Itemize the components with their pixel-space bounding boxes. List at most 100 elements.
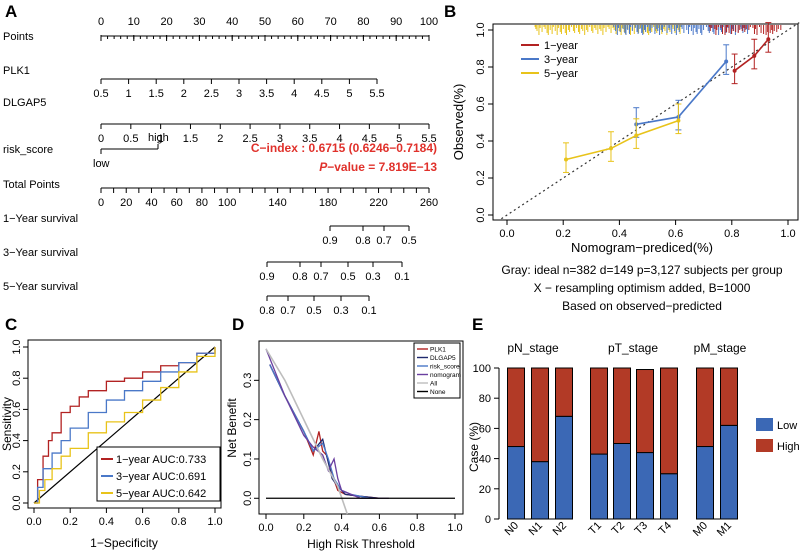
roc-ylabel: Sensitivity	[0, 397, 14, 451]
dca-x-tick-label: 0.0	[258, 522, 273, 534]
nomogram-row-label: 1−Year survival	[3, 213, 78, 225]
calibration-x-tick-label: 0.4	[612, 228, 627, 240]
points-tick-label: 50	[259, 16, 271, 28]
roc-y-tick-label: 0.0	[11, 495, 23, 510]
calibration-y-tick-label: 0.0	[475, 207, 487, 222]
calibration-content: 0.0 0.2 0.4 0.6 0.8 1.0 0.0 0.2 0.4 0.6 0.8 1.0 1−ye…	[475, 22, 800, 240]
nomogram-tick-label: 0.7	[280, 305, 295, 317]
total-points-tick-label: 20	[120, 197, 132, 209]
calibration-y-tick-label: 0.8	[475, 59, 487, 74]
roc-y-tick-label: 0.6	[11, 402, 23, 417]
nomogram-tick-label: 0.3	[333, 305, 348, 317]
bar-category-label: T3	[633, 520, 651, 538]
bar-ylabel: Case (%)	[467, 422, 481, 472]
stage-bar-content: 0 20 40 60 80 100 N0 N1 N2 T1 T2 T3 T4 M0 M1 pN_stage pT…	[473, 341, 800, 539]
roc-x-tick-label: 1.0	[207, 516, 222, 528]
calibration-x-tick-label: 0.8	[724, 228, 739, 240]
dca-legend-label: PLK1	[430, 347, 446, 354]
bar-group-label: pM_stage	[694, 341, 747, 355]
panel-label-e: E	[472, 315, 483, 334]
bar-high-segment	[660, 367, 678, 475]
calibration-point	[634, 133, 639, 138]
nomogram-row-label: Points	[3, 31, 34, 43]
nomogram-tick-label: 5	[396, 133, 402, 145]
bar-category-label: M1	[715, 520, 734, 539]
points-tick-label: 40	[226, 16, 238, 28]
bar-low-segment	[696, 446, 714, 520]
nomogram-tick-label: 2	[217, 133, 223, 145]
dca-curve	[269, 364, 371, 499]
roc-y-tick-label: 0.2	[11, 464, 23, 479]
bar-category-label: N0	[503, 520, 521, 538]
bar-group-label: pN_stage	[507, 341, 559, 355]
nomogram-tick-label: 5.5	[369, 88, 384, 100]
nomogram-row-label: PLK1	[3, 65, 30, 77]
bar-high-segment	[720, 367, 738, 426]
nomogram-row-label: Total Points	[3, 179, 60, 191]
total-points-tick-label: 140	[268, 197, 286, 209]
total-points-tick-label: 40	[145, 197, 157, 209]
calibration-x-tick-label: 0.0	[499, 228, 514, 240]
bar-low-segment	[613, 443, 631, 520]
bar-category-label: T1	[587, 520, 605, 538]
calibration-point	[766, 37, 771, 42]
nomogram-tick-label: 4	[336, 133, 342, 145]
nomogram-tick-label: 0.5	[123, 133, 138, 145]
dca-curve	[265, 348, 389, 499]
roc-content: 0.0 0.2 0.4 0.6 0.8 1.0 0.0 0.2 0.4 0.6 0.8 1.0 1−ye…	[11, 339, 223, 528]
p-value-annotation: P−value = 7.819E−13	[319, 160, 437, 174]
roc-curve	[34, 347, 216, 504]
p-value-text: −value = 7.819E−13	[327, 160, 437, 174]
calibration-plot-frame	[492, 23, 799, 221]
bar-low-segment	[531, 461, 549, 520]
calibration-ylabel: Observed(%)	[451, 84, 466, 161]
calibration-note-1: Gray: ideal n=382 d=149 p=3,127 subjects…	[501, 263, 783, 277]
calibration-series-line	[734, 38, 769, 72]
roc-legend-label: 5−year AUC:0.642	[116, 488, 206, 500]
nomogram-tick-label: 0.8	[355, 235, 370, 247]
roc-x-tick-label: 0.6	[135, 516, 150, 528]
points-tick-label: 0	[98, 16, 104, 28]
nomogram-tick-label: 0.7	[376, 235, 391, 247]
points-tick-label: 20	[160, 16, 172, 28]
bar-low-segment	[507, 446, 525, 520]
dca-x-tick-label: 0.2	[296, 522, 311, 534]
dca-content: 0.0 0.2 0.4 0.6 0.8 1.0 0.0 0.1 0.2 0.3 PLK1DLGAP5…	[242, 342, 463, 534]
nomogram-tick-label: 0.9	[322, 235, 337, 247]
bar-category-label: T2	[610, 520, 628, 538]
dca-panel: 0.0 0.2 0.4 0.6 0.8 1.0 0.0 0.1 0.2 0.3 PLK1DLGAP5…	[225, 340, 464, 551]
panel-label-b: B	[444, 2, 456, 21]
roc-curve	[34, 347, 216, 504]
bar-y-tick-label: 100	[473, 363, 491, 375]
c-index-annotation: C−index : 0.6715 (0.6246−0.7184)	[251, 141, 437, 155]
roc-x-tick-label: 0.2	[63, 516, 78, 528]
nomogram-tick-label: 0.8	[259, 305, 274, 317]
points-tick-label: 10	[128, 16, 140, 28]
bar-y-tick-label: 60	[479, 423, 491, 435]
calibration-point	[608, 146, 613, 151]
nomogram-tick-label: 3	[277, 133, 283, 145]
nomogram-tick-label: 0.9	[259, 271, 274, 283]
total-points-tick-label: 80	[196, 197, 208, 209]
calibration-panel: 0.0 0.2 0.4 0.6 0.8 1.0 0.0 0.2 0.4 0.6 0.8 1.0 1−ye…	[451, 22, 800, 313]
nomogram-tick-label: 2.5	[242, 133, 257, 145]
points-tick-label: 100	[420, 16, 438, 28]
nomogram-tick-label: 0.5	[340, 271, 355, 283]
roc-y-tick-label: 1.0	[11, 339, 23, 354]
dca-x-tick-label: 0.4	[334, 522, 349, 534]
nomogram-row-label: risk_score	[3, 144, 53, 156]
bar-y-tick-label: 20	[479, 484, 491, 496]
bar-category-label: T4	[657, 520, 675, 538]
bar-low-segment	[636, 452, 654, 520]
calibration-legend-label: 3−year	[544, 54, 578, 66]
total-points-tick-label: 60	[171, 197, 183, 209]
nomogram-tick-label: 0	[98, 133, 104, 145]
roc-curve	[34, 347, 216, 504]
calibration-x-tick-label: 1.0	[780, 228, 795, 240]
nomogram-tick-label: 4.5	[362, 133, 377, 145]
dca-curve	[265, 348, 349, 515]
points-tick-label: 60	[292, 16, 304, 28]
calibration-y-tick-label: 0.4	[475, 133, 487, 148]
p-value-italic: P	[319, 160, 328, 174]
